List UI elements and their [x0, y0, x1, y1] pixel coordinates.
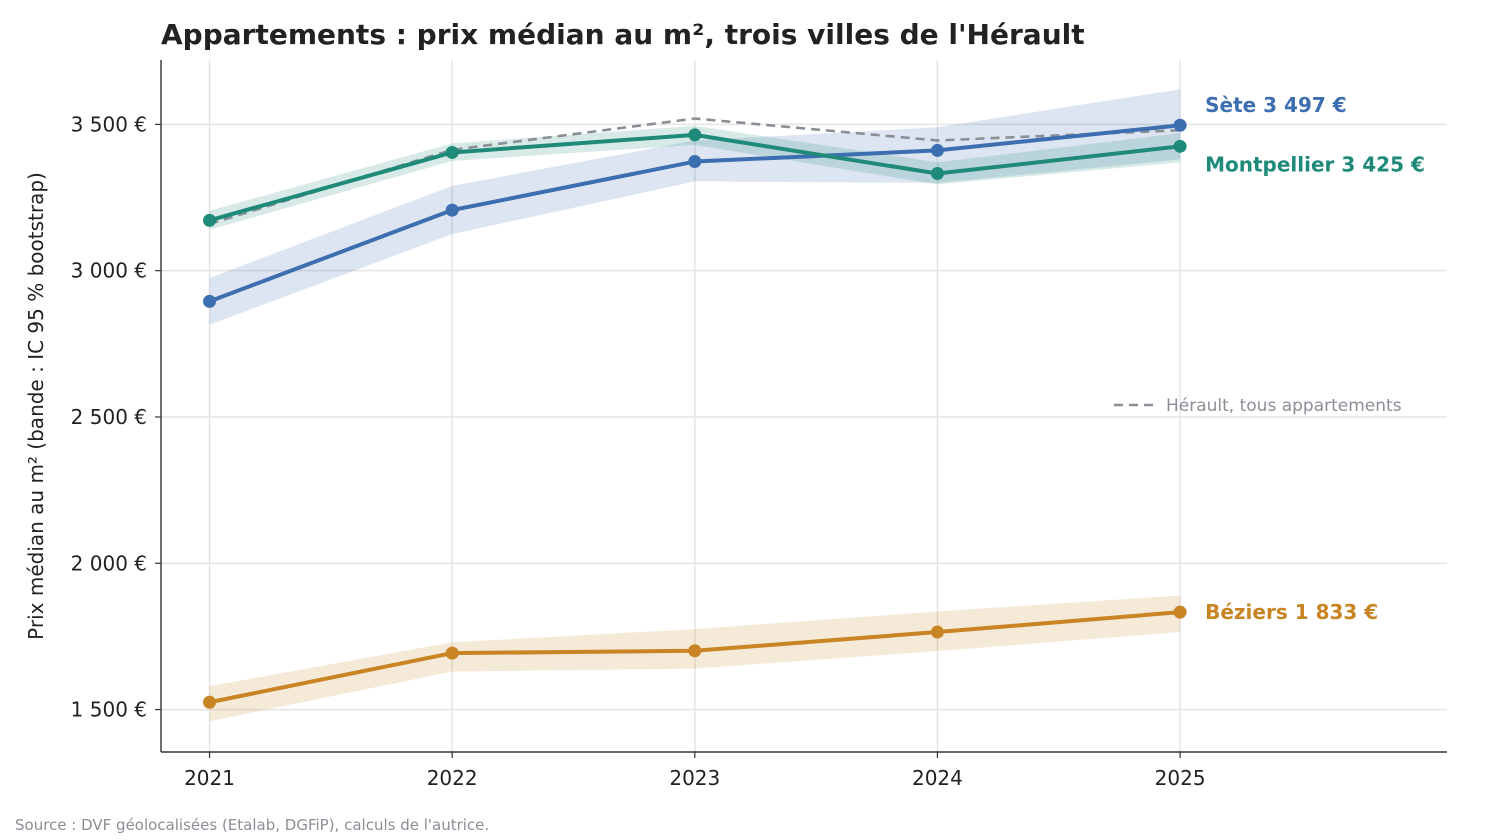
x-tick-label-2025: 2025 [1155, 766, 1206, 790]
labels: 2021 2022 2023 2024 2025 1 500 € 2 000 € 2 500 … [24, 93, 1425, 790]
data-point-sete-2023 [688, 155, 702, 169]
data-point-montpellier-2024 [930, 167, 944, 181]
y-axis-title: Prix médian au m² (bande : IC 95 % boots… [24, 172, 48, 640]
x-tick-label-2022: 2022 [427, 766, 478, 790]
data-point-beziers-2023 [688, 644, 702, 658]
data-point-beziers-2024 [930, 625, 944, 639]
source-note: Source : DVF géolocalisées (Etalab, DGFi… [15, 816, 490, 834]
axes [155, 60, 1447, 758]
data-point-sete-2024 [930, 143, 944, 157]
x-tick-label-2021: 2021 [184, 766, 235, 790]
x-tick-label-2023: 2023 [669, 766, 720, 790]
end-label-beziers: Béziers 1 833 € [1205, 600, 1378, 624]
data-point-montpellier-2025 [1173, 139, 1187, 153]
y-tick-label-2500: 2 500 € [71, 405, 147, 429]
legend-label-reference: Hérault, tous appartements [1166, 396, 1402, 416]
data-point-montpellier-2022 [445, 145, 459, 159]
data-point-montpellier-2021 [203, 213, 217, 227]
data-point-sete-2021 [203, 294, 217, 308]
data-point-beziers-2025 [1173, 605, 1187, 619]
y-tick-label-3500: 3 500 € [71, 112, 147, 136]
data-point-sete-2022 [445, 203, 459, 217]
y-tick-label-3000: 3 000 € [71, 259, 147, 283]
end-label-montpellier: Montpellier 3 425 € [1205, 152, 1425, 176]
x-tick-label-2024: 2024 [912, 766, 963, 790]
data-point-beziers-2021 [203, 695, 217, 709]
chart-title: Appartements : prix médian au m², trois … [161, 18, 1085, 51]
data-point-beziers-2022 [445, 646, 459, 660]
data-points [203, 118, 1187, 709]
data-point-sete-2025 [1173, 118, 1187, 132]
end-label-sete: Sète 3 497 € [1205, 93, 1347, 117]
y-tick-label-1500: 1 500 € [71, 698, 147, 722]
y-tick-label-2000: 2 000 € [71, 551, 147, 575]
grid [161, 60, 1447, 752]
data-point-montpellier-2023 [688, 128, 702, 142]
